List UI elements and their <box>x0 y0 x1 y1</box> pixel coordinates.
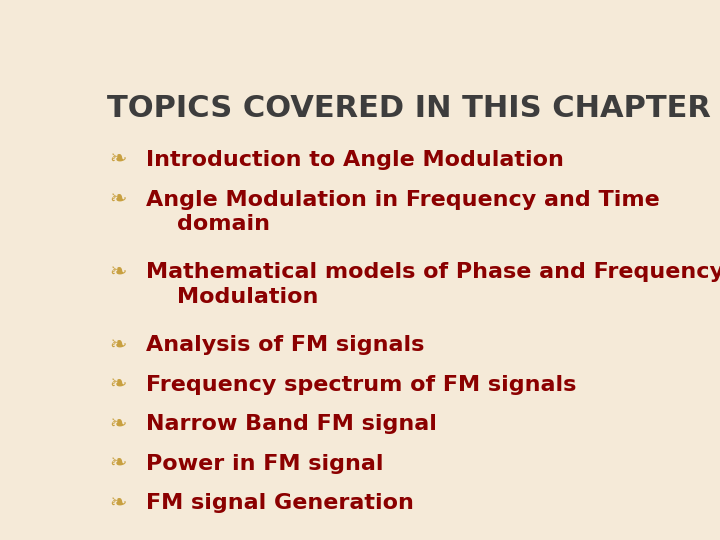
Text: TOPICS COVERED IN THIS CHAPTER: TOPICS COVERED IN THIS CHAPTER <box>107 94 711 123</box>
Text: Power in FM signal: Power in FM signal <box>145 454 383 474</box>
Text: ❧: ❧ <box>109 150 127 170</box>
Text: Angle Modulation in Frequency and Time
    domain: Angle Modulation in Frequency and Time d… <box>145 190 660 234</box>
Text: Introduction to Angle Modulation: Introduction to Angle Modulation <box>145 150 564 170</box>
Text: ❧: ❧ <box>109 262 127 282</box>
Text: ❧: ❧ <box>109 190 127 210</box>
Text: ❧: ❧ <box>109 454 127 474</box>
Text: Analysis of FM signals: Analysis of FM signals <box>145 335 424 355</box>
Text: ❧: ❧ <box>109 375 127 395</box>
Text: ❧: ❧ <box>109 414 127 434</box>
Text: Frequency spectrum of FM signals: Frequency spectrum of FM signals <box>145 375 576 395</box>
Text: ❧: ❧ <box>109 335 127 355</box>
Text: Narrow Band FM signal: Narrow Band FM signal <box>145 414 436 434</box>
Text: Mathematical models of Phase and Frequency
    Modulation: Mathematical models of Phase and Frequen… <box>145 262 720 307</box>
Text: ❧: ❧ <box>109 493 127 513</box>
Text: FM signal Generation: FM signal Generation <box>145 493 414 513</box>
